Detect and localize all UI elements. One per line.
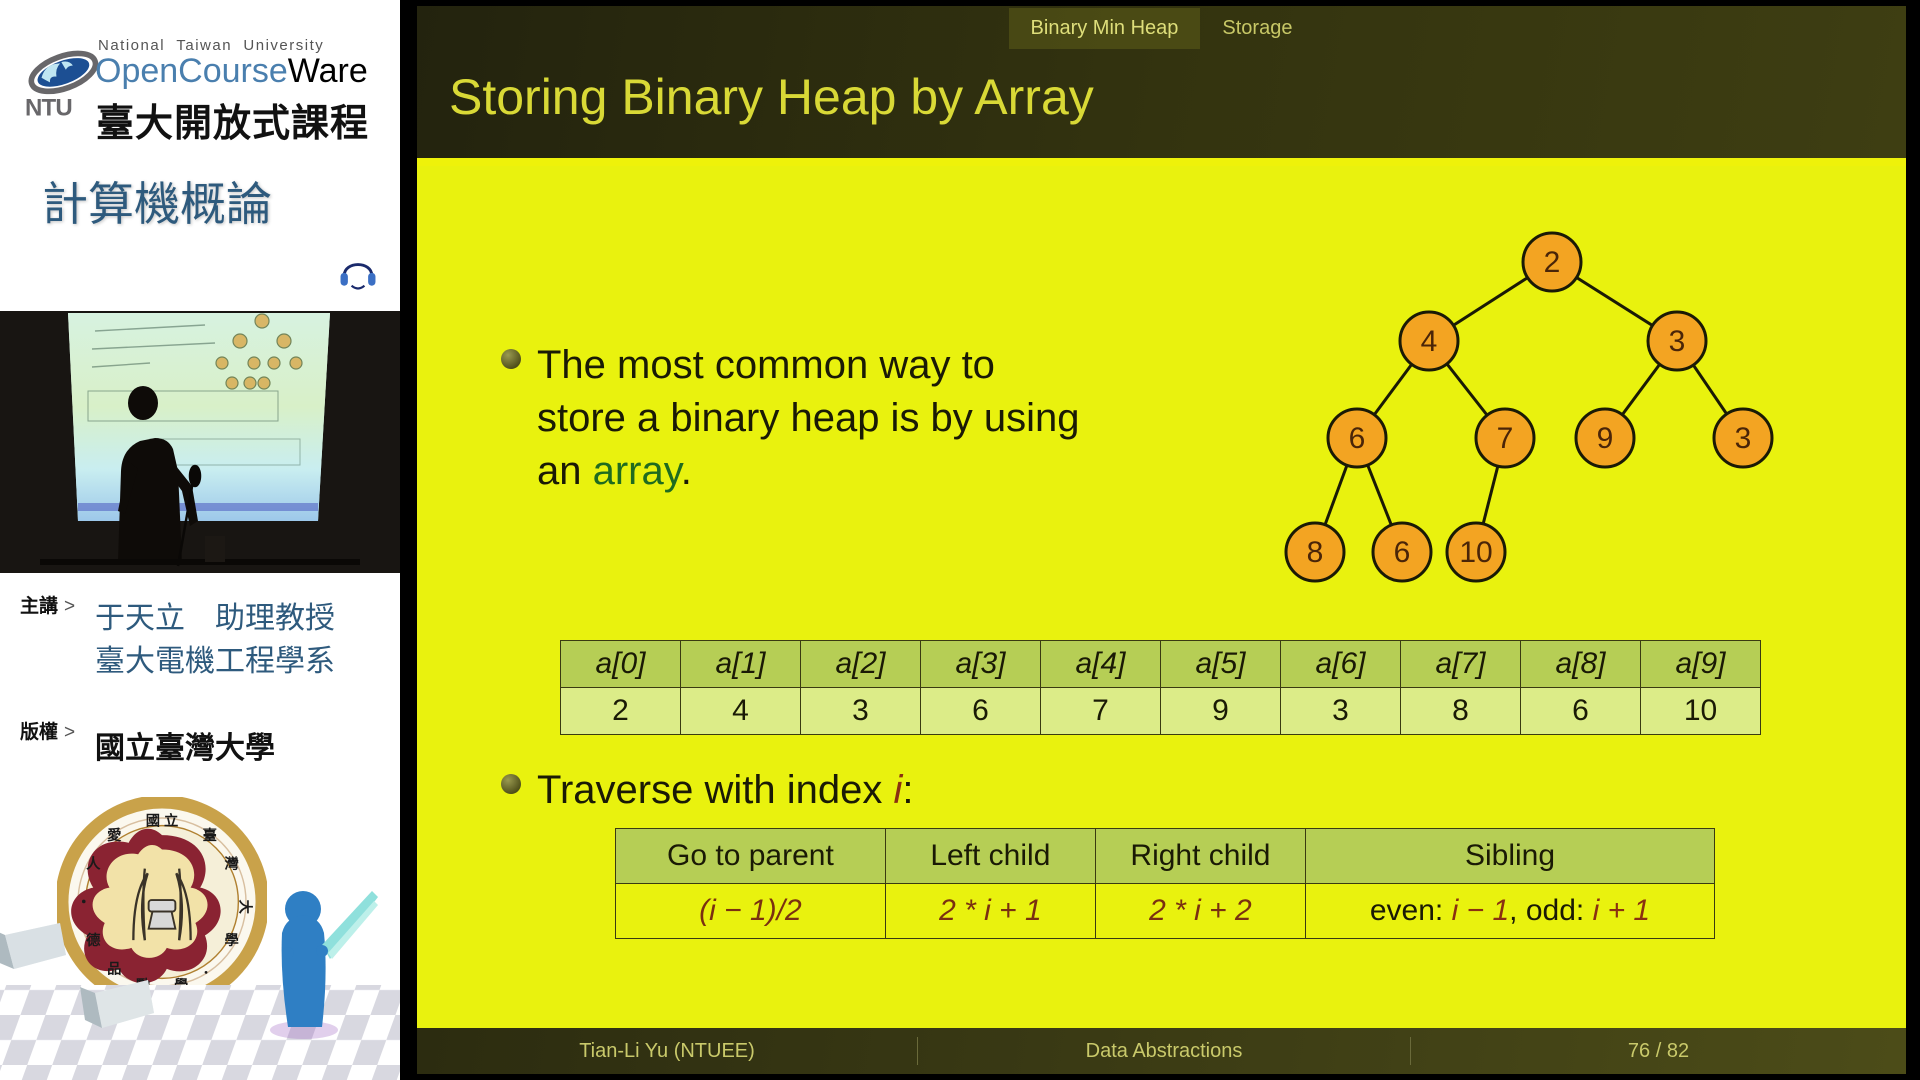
svg-text:愛: 愛: [107, 826, 122, 844]
svg-text:9: 9: [1597, 422, 1614, 455]
svg-text:3: 3: [1735, 422, 1752, 455]
svg-text:6: 6: [1394, 536, 1411, 569]
svg-text:10: 10: [1459, 536, 1492, 569]
svg-text:國 立: 國 立: [146, 812, 179, 830]
svg-text:8: 8: [1307, 536, 1324, 569]
svg-text:3: 3: [1669, 325, 1686, 358]
svg-text:7: 7: [1497, 422, 1514, 455]
svg-text:4: 4: [1421, 325, 1438, 358]
svg-text:臺: 臺: [203, 826, 217, 844]
svg-text:NTU: NTU: [25, 95, 72, 122]
svg-text:6: 6: [1349, 422, 1366, 455]
svg-text:2: 2: [1544, 246, 1561, 279]
